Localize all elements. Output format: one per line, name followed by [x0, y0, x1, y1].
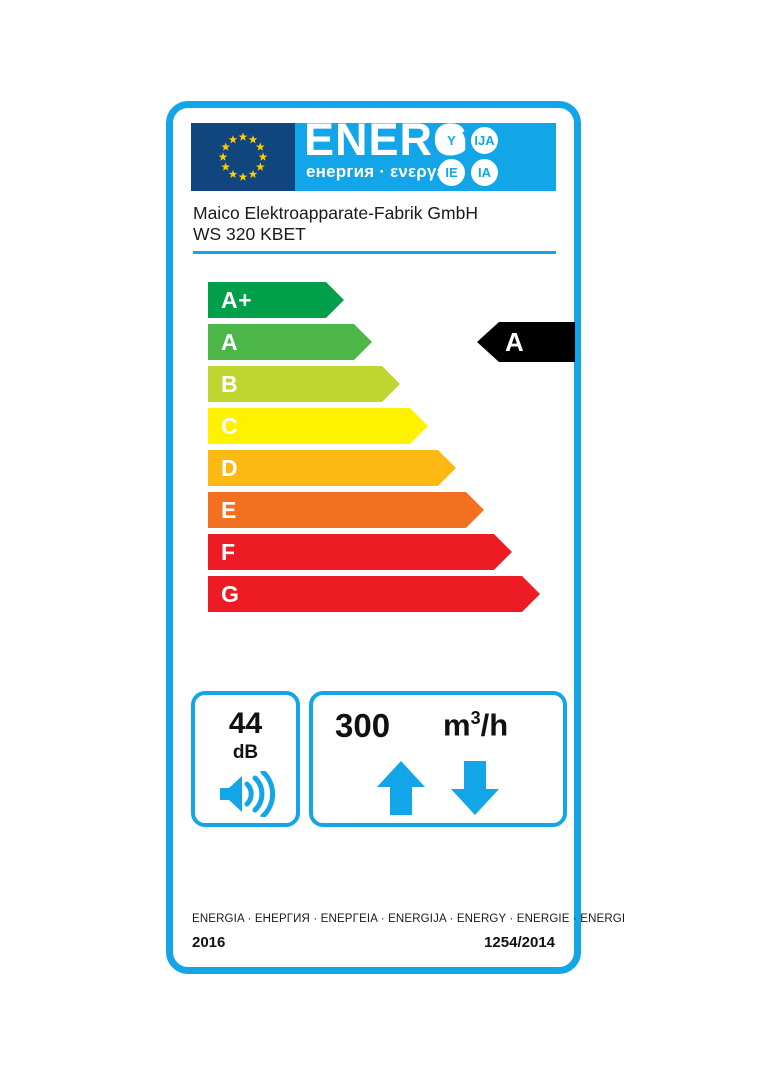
- arrow-up-icon: [377, 761, 425, 815]
- class-label: F: [221, 538, 236, 565]
- speaker-icon: [216, 769, 276, 822]
- noise-unit: dB: [232, 742, 259, 763]
- header-circle-ie: IE: [438, 159, 465, 186]
- footer-languages: ENERGIA · ЕНЕРГИЯ · ΕΝΕΡΓΕΙΑ · ENERGIJA …: [192, 913, 626, 925]
- class-bar-tip: [354, 324, 372, 360]
- efficiency-scale: A A+ A B C D E F G: [191, 282, 575, 618]
- class-bar-tip: [522, 576, 540, 612]
- class-bar: B: [208, 366, 400, 402]
- class-bar-body: C: [208, 408, 410, 444]
- label-header: ENERG енергия · ενεργεια Y IJA IE IA: [191, 123, 556, 191]
- supplier-block: Maico Elektroapparate-Fabrik GmbH WS 320…: [191, 203, 556, 254]
- scale-row-c: C: [208, 408, 428, 444]
- scale-row-a: A: [208, 324, 372, 360]
- class-bar: F: [208, 534, 512, 570]
- airflow-unit-main: m: [443, 707, 471, 743]
- energ-band: ENERG енергия · ενεργεια Y IJA IE IA: [295, 123, 556, 191]
- scale-row-e: E: [208, 492, 484, 528]
- header-circle-y: Y: [438, 127, 465, 154]
- footer-year: 2016: [192, 934, 226, 951]
- rating-class-letter: A: [505, 327, 524, 357]
- rating-pointer: A: [477, 322, 575, 362]
- class-bar: C: [208, 408, 428, 444]
- class-bar-body: G: [208, 576, 522, 612]
- class-label: E: [221, 496, 237, 523]
- noise-value: 44: [228, 707, 263, 740]
- rating-pointer-tip: [477, 322, 499, 362]
- airflow-unit-tail: /h: [480, 707, 509, 743]
- header-circle-ia: IA: [471, 159, 498, 186]
- supplier-name: Maico Elektroapparate-Fabrik GmbH: [193, 203, 478, 223]
- label-footer: ENERGIA · ЕНЕРГИЯ · ΕΝΕΡΓΕΙΑ · ENERGIJA …: [192, 913, 626, 951]
- class-bar-body: D: [208, 450, 438, 486]
- class-bar-tip: [494, 534, 512, 570]
- class-bar-body: A: [208, 324, 354, 360]
- scale-row-b: B: [208, 366, 400, 402]
- class-label: D: [221, 454, 239, 481]
- class-bar-body: A+: [208, 282, 326, 318]
- class-label: B: [221, 370, 239, 397]
- scale-row-g: G: [208, 576, 540, 612]
- model-identifier: WS 320 KBET: [193, 224, 306, 244]
- class-label: A: [221, 328, 239, 355]
- scale-row-aplus: A+: [208, 282, 344, 318]
- class-bar: A+: [208, 282, 344, 318]
- class-bar-body: F: [208, 534, 494, 570]
- class-label: G: [221, 580, 240, 607]
- title-divider: [193, 251, 556, 254]
- class-bar-tip: [410, 408, 428, 444]
- energy-label: ENERG енергия · ενεργεια Y IJA IE IA Mai…: [166, 101, 626, 974]
- class-bar-tip: [438, 450, 456, 486]
- noise-box: 44 dB: [191, 691, 300, 827]
- airflow-value: 300: [335, 707, 391, 744]
- class-bar: A: [208, 324, 372, 360]
- airflow-arrows: [375, 759, 501, 817]
- footer-bottom: 2016 1254/2014: [192, 934, 555, 951]
- airflow-unit-exponent: 3: [470, 708, 481, 728]
- class-label: A+: [221, 286, 253, 313]
- scale-row-f: F: [208, 534, 512, 570]
- class-bar-body: E: [208, 492, 466, 528]
- airflow-box: 300 m3/h: [309, 691, 567, 827]
- airflow-unit: m3/h: [443, 709, 508, 740]
- label-inner: ENERG енергия · ενεργεια Y IJA IE IA Mai…: [173, 108, 626, 967]
- scale-row-d: D: [208, 450, 456, 486]
- rating-pointer-body: A: [499, 322, 575, 362]
- class-bar: D: [208, 450, 456, 486]
- class-bar-tip: [466, 492, 484, 528]
- class-bar: G: [208, 576, 540, 612]
- class-bar-tip: [326, 282, 344, 318]
- class-bar: E: [208, 492, 484, 528]
- eu-flag-icon: [191, 123, 295, 191]
- arrow-down-icon: [451, 761, 499, 815]
- info-boxes: 44 dB 300 m3/h: [191, 691, 567, 827]
- header-circle-ija: IJA: [471, 127, 498, 154]
- class-bar-body: B: [208, 366, 382, 402]
- footer-regulation: 1254/2014: [484, 934, 555, 951]
- class-bar-tip: [382, 366, 400, 402]
- energ-subtitle: енергия · ενεργεια: [306, 162, 461, 181]
- class-label: C: [221, 412, 239, 439]
